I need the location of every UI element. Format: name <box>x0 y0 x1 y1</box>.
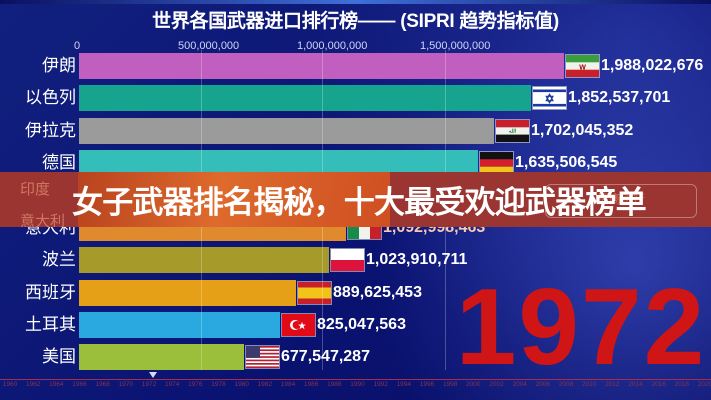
svg-text:الله: الله <box>509 129 517 135</box>
svg-text:W: W <box>579 65 586 72</box>
